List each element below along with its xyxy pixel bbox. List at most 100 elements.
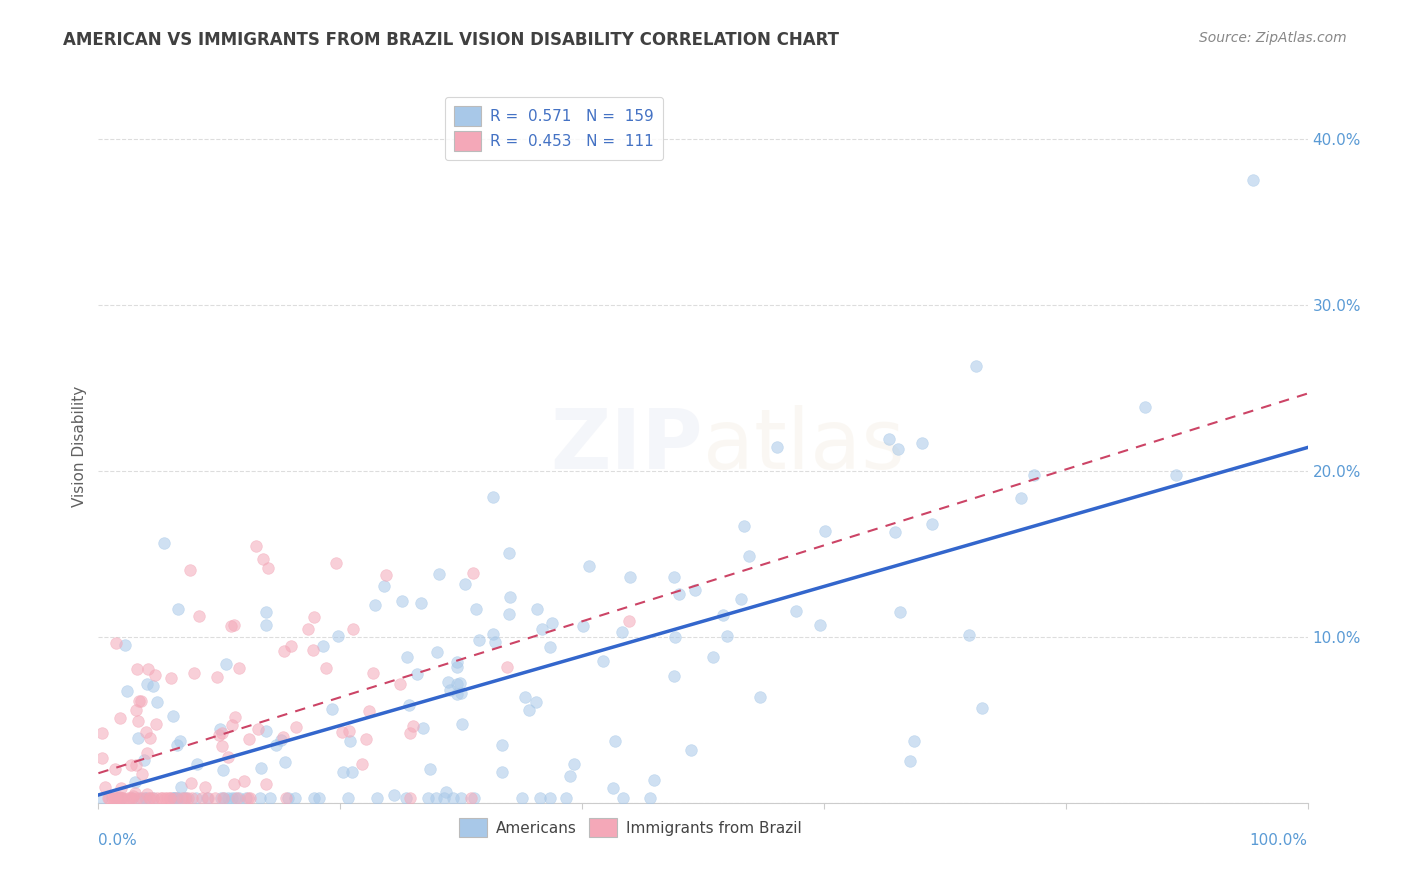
Point xyxy=(183,666,205,681)
Point xyxy=(1135,400,1157,414)
Point xyxy=(366,790,388,805)
Point xyxy=(124,775,146,789)
Point xyxy=(427,567,450,582)
Point xyxy=(101,790,124,805)
Point xyxy=(274,790,297,805)
Point xyxy=(212,790,235,805)
Point xyxy=(308,790,330,805)
Point xyxy=(209,723,232,737)
Point xyxy=(495,660,517,674)
Point xyxy=(898,754,921,768)
Point xyxy=(326,629,349,643)
Point xyxy=(1166,467,1188,482)
Point xyxy=(259,790,281,805)
Point xyxy=(603,734,626,748)
Point xyxy=(254,723,277,738)
Point xyxy=(1022,468,1045,483)
Point xyxy=(110,711,132,725)
Point xyxy=(640,790,662,805)
Point xyxy=(191,790,214,805)
Point xyxy=(425,790,447,805)
Point xyxy=(284,790,307,805)
Point xyxy=(884,524,907,539)
Text: 0.0%: 0.0% xyxy=(98,833,138,848)
Point xyxy=(702,650,724,665)
Point xyxy=(124,786,146,800)
Point xyxy=(434,784,457,798)
Point xyxy=(187,609,209,624)
Point xyxy=(173,790,195,805)
Point xyxy=(526,601,548,615)
Point xyxy=(135,725,157,739)
Point xyxy=(911,436,934,450)
Point xyxy=(446,655,468,669)
Point xyxy=(91,751,114,765)
Point xyxy=(127,714,149,728)
Point xyxy=(274,755,297,769)
Point xyxy=(498,607,520,621)
Point xyxy=(738,549,761,563)
Point xyxy=(136,662,159,676)
Point xyxy=(238,732,260,747)
Point xyxy=(177,790,200,805)
Point xyxy=(321,702,343,716)
Point xyxy=(558,768,581,782)
Point xyxy=(468,632,491,647)
Point xyxy=(136,787,159,801)
Point xyxy=(517,703,540,717)
Point xyxy=(125,757,148,772)
Point xyxy=(450,790,472,805)
Point xyxy=(354,732,377,747)
Point xyxy=(340,764,363,779)
Point xyxy=(681,743,703,757)
Point xyxy=(662,570,685,584)
Point xyxy=(105,790,128,805)
Point xyxy=(491,738,513,752)
Point xyxy=(212,763,235,777)
Point xyxy=(419,762,441,776)
Point xyxy=(249,761,271,775)
Point xyxy=(111,790,134,805)
Point xyxy=(122,789,145,804)
Point xyxy=(205,670,228,684)
Point xyxy=(264,738,287,752)
Point xyxy=(436,674,458,689)
Point xyxy=(766,441,789,455)
Point xyxy=(342,622,364,636)
Point xyxy=(246,722,269,736)
Point xyxy=(254,618,277,632)
Point xyxy=(110,790,132,805)
Point xyxy=(529,790,551,805)
Point xyxy=(330,725,353,739)
Point xyxy=(433,790,456,805)
Point xyxy=(538,640,561,654)
Point xyxy=(441,790,464,805)
Point xyxy=(446,660,468,674)
Point xyxy=(215,657,238,671)
Point xyxy=(464,602,486,616)
Point xyxy=(152,536,174,550)
Point xyxy=(450,686,472,700)
Point xyxy=(297,622,319,636)
Point xyxy=(209,790,232,805)
Point xyxy=(364,599,387,613)
Point xyxy=(921,516,943,531)
Point xyxy=(814,524,837,538)
Point xyxy=(129,790,152,805)
Point xyxy=(412,721,434,735)
Point xyxy=(127,731,149,745)
Point xyxy=(138,790,160,805)
Point xyxy=(389,677,412,691)
Point xyxy=(181,790,204,805)
Point xyxy=(131,790,153,805)
Point xyxy=(668,587,690,601)
Point xyxy=(166,790,188,805)
Point xyxy=(167,602,190,616)
Point xyxy=(127,790,149,805)
Point xyxy=(1010,491,1032,506)
Point xyxy=(117,790,139,805)
Point xyxy=(270,733,292,747)
Point xyxy=(217,749,239,764)
Point xyxy=(499,591,522,605)
Point xyxy=(446,676,468,690)
